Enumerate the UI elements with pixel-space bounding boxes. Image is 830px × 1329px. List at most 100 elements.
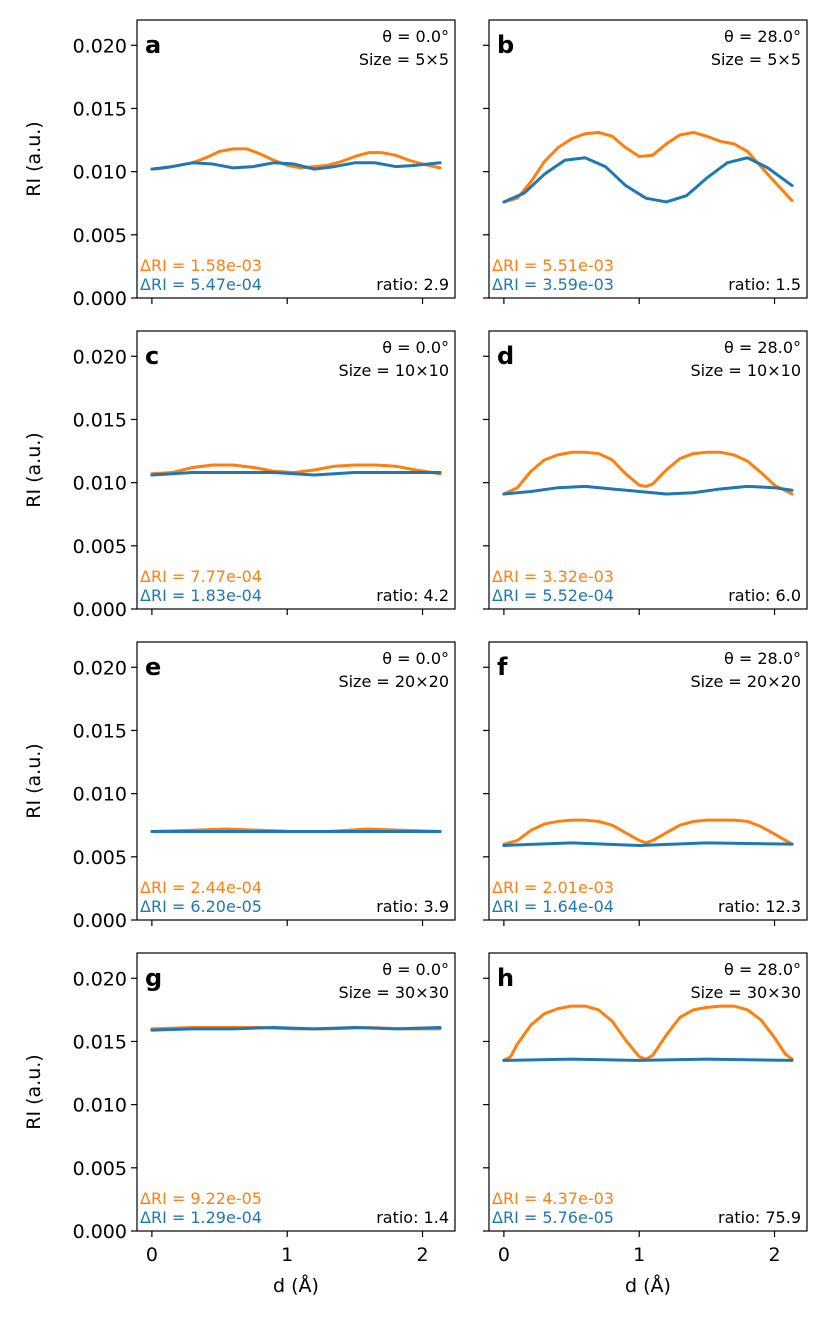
y-tick-label: 0.000 [73, 599, 127, 621]
delta-ri-blue: ΔRI = 5.52e-04 [492, 586, 614, 605]
x-tick-label: 2 [416, 1244, 428, 1266]
y-tick-label: 0.005 [73, 225, 127, 247]
panel-label: c [145, 342, 159, 370]
series-line-blue [150, 161, 442, 171]
y-tick-label: 0.010 [73, 1095, 127, 1117]
axes-frame [136, 952, 456, 1232]
ratio-annotation: ratio: 1.4 [376, 1208, 449, 1227]
x-axis-label: d (Å) [273, 1274, 319, 1297]
x-axis-label: d (Å) [625, 1274, 671, 1297]
panel-c: 0.000 0.005 0.010 0.015 0.020 c θ = 0.0° Size =… [23, 330, 456, 621]
panel-label: h [497, 964, 514, 992]
delta-ri-blue: ΔRI = 1.83e-04 [140, 586, 262, 605]
series-line-blue [502, 484, 794, 496]
series-line-blue [502, 841, 794, 847]
panel-label: a [145, 31, 161, 59]
size-annotation: Size = 20×20 [338, 672, 449, 691]
delta-ri-orange: ΔRI = 2.01e-03 [492, 878, 614, 897]
panel-d: d θ = 28.0° Size = 10×10 ΔRI = 3.32e-03ΔRI … [483, 330, 808, 615]
y-tick-label: 0.015 [73, 720, 127, 742]
axes-frame [136, 19, 456, 299]
ratio-annotation: ratio: 6.0 [728, 586, 801, 605]
theta-annotation: θ = 28.0° [724, 649, 801, 668]
size-annotation: Size = 5×5 [711, 50, 801, 69]
y-axis-label: RI (a.u.) [23, 743, 45, 818]
size-annotation: Size = 10×10 [690, 361, 801, 380]
x-tick-label: 2 [768, 1244, 780, 1266]
axes-frame [488, 952, 808, 1232]
delta-ri-blue: ΔRI = 6.20e-05 [140, 897, 262, 916]
y-tick-label: 0.000 [73, 288, 127, 310]
size-annotation: Size = 30×30 [338, 983, 449, 1002]
panel-label: e [145, 653, 161, 681]
axes-frame [488, 330, 808, 610]
delta-ri-orange: ΔRI = 9.22e-05 [140, 1189, 262, 1208]
axes-frame [488, 641, 808, 921]
y-tick-label: 0.020 [73, 657, 127, 679]
size-annotation: Size = 30×30 [690, 983, 801, 1002]
panel-label: f [497, 653, 508, 681]
series-line-orange [502, 130, 794, 204]
y-tick-label: 0.000 [73, 1221, 127, 1243]
series-line-orange [150, 147, 442, 171]
ratio-annotation: ratio: 1.5 [728, 275, 801, 294]
series-line-blue [502, 156, 794, 204]
theta-annotation: θ = 0.0° [382, 338, 449, 357]
delta-ri-blue: ΔRI = 1.64e-04 [492, 897, 614, 916]
y-axis-label: RI (a.u.) [23, 432, 45, 507]
y-tick-label: 0.010 [73, 473, 127, 495]
axes-frame [136, 330, 456, 610]
x-tick-label: 0 [498, 1244, 510, 1266]
panel-label: b [497, 31, 514, 59]
panel-label: g [145, 964, 162, 992]
y-axis-label: RI (a.u.) [23, 121, 45, 196]
ratio-annotation: ratio: 12.3 [718, 897, 801, 916]
delta-ri-orange: ΔRI = 5.51e-03 [492, 256, 614, 275]
theta-annotation: θ = 0.0° [382, 27, 449, 46]
theta-annotation: θ = 28.0° [724, 27, 801, 46]
delta-ri-blue: ΔRI = 5.76e-05 [492, 1208, 614, 1227]
ratio-annotation: ratio: 2.9 [376, 275, 449, 294]
ratio-annotation: ratio: 75.9 [718, 1208, 801, 1227]
series-line-orange [502, 1004, 794, 1062]
size-annotation: Size = 5×5 [359, 50, 449, 69]
x-tick-label: 0 [146, 1244, 158, 1266]
delta-ri-orange: ΔRI = 2.44e-04 [140, 878, 262, 897]
y-tick-label: 0.005 [73, 536, 127, 558]
y-tick-label: 0.020 [73, 968, 127, 990]
axes-frame [136, 641, 456, 921]
y-tick-label: 0.015 [73, 409, 127, 431]
y-tick-label: 0.000 [73, 910, 127, 932]
series-line-blue [150, 471, 442, 477]
delta-ri-blue: ΔRI = 5.47e-04 [140, 275, 262, 294]
panel-a: 0.000 0.005 0.010 0.015 0.020 a θ = 0.0° Size =… [23, 19, 456, 310]
y-tick-label: 0.005 [73, 1158, 127, 1180]
y-tick-label: 0.015 [73, 1031, 127, 1053]
x-tick-label: 1 [281, 1244, 293, 1266]
y-axis-label: RI (a.u.) [23, 1054, 45, 1129]
delta-ri-orange: ΔRI = 3.32e-03 [492, 567, 614, 586]
panel-h: 0 1 2 h θ = 28.0° Size = 30×30 ΔRI = 4.37e-03Δ… [483, 952, 808, 1297]
y-tick-label: 0.015 [73, 98, 127, 120]
delta-ri-blue: ΔRI = 1.29e-04 [140, 1208, 262, 1227]
series-line-blue [502, 1057, 794, 1062]
delta-ri-orange: ΔRI = 7.77e-04 [140, 567, 262, 586]
y-tick-label: 0.020 [73, 35, 127, 57]
y-tick-label: 0.010 [73, 162, 127, 184]
theta-annotation: θ = 28.0° [724, 960, 801, 979]
delta-ri-orange: ΔRI = 1.58e-03 [140, 256, 262, 275]
panel-label: d [497, 342, 514, 370]
theta-annotation: θ = 28.0° [724, 338, 801, 357]
theta-annotation: θ = 0.0° [382, 960, 449, 979]
ratio-annotation: ratio: 4.2 [376, 586, 449, 605]
axes-frame [488, 19, 808, 299]
delta-ri-orange: ΔRI = 4.37e-03 [492, 1189, 614, 1208]
ratio-annotation: ratio: 3.9 [376, 897, 449, 916]
panel-g: 0.000 0.005 0.010 0.015 0.020 0 1 2 g θ = 0.0° Siz… [23, 952, 456, 1297]
x-tick-label: 1 [633, 1244, 645, 1266]
delta-ri-blue: ΔRI = 3.59e-03 [492, 275, 614, 294]
theta-annotation: θ = 0.0° [382, 649, 449, 668]
series-line-orange [502, 818, 794, 846]
